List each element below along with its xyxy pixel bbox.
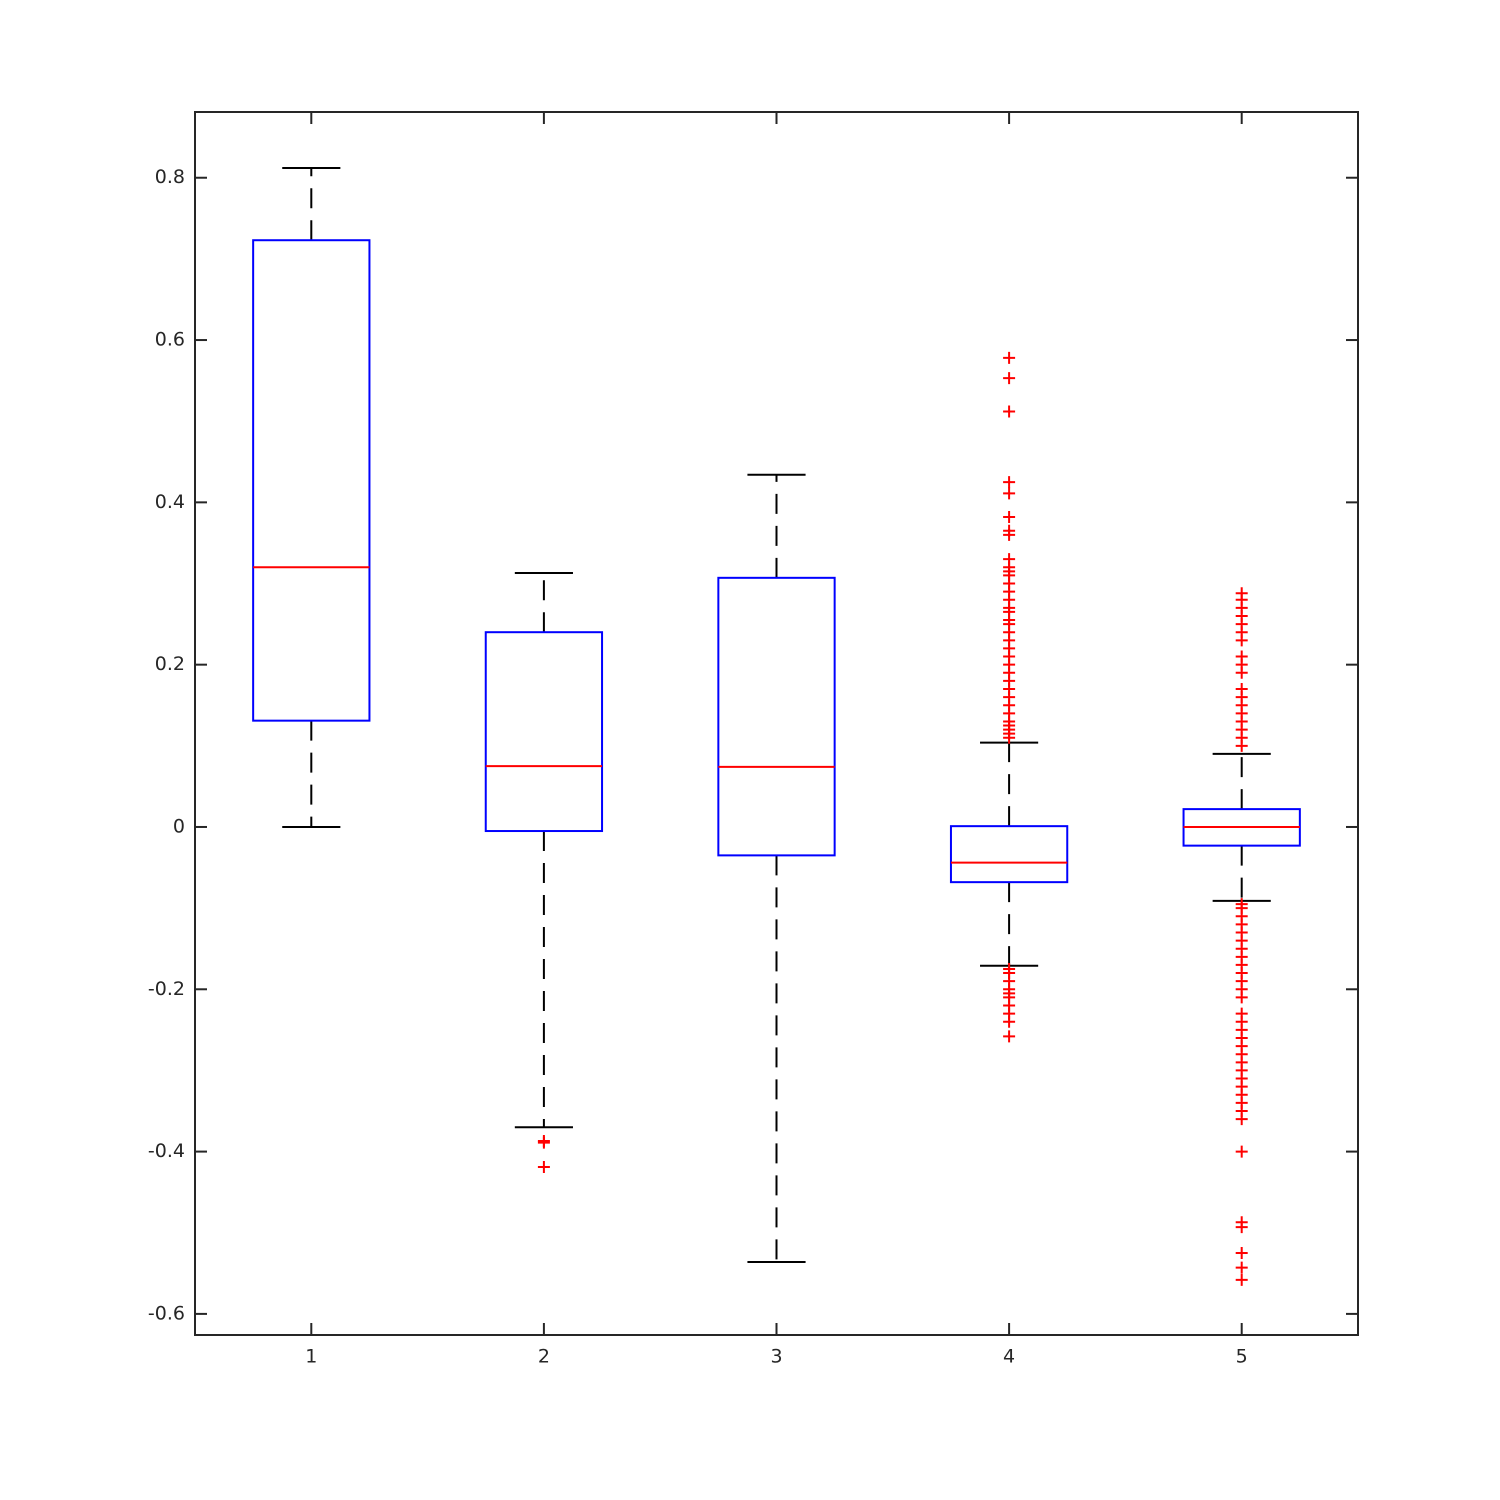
outlier xyxy=(1235,1221,1248,1234)
box xyxy=(252,239,371,722)
outlier xyxy=(1003,1030,1016,1043)
y-tick-label: -0.6 xyxy=(148,1302,185,1324)
outlier xyxy=(1235,991,1248,1004)
y-tick-label: -0.2 xyxy=(148,978,185,1000)
x-tick-label: 1 xyxy=(305,1346,317,1368)
y-tick-label: 0.8 xyxy=(155,166,185,188)
y-tick-label: -0.4 xyxy=(148,1140,185,1162)
outlier xyxy=(537,1161,550,1174)
box xyxy=(949,825,1069,884)
y-tick-label: 0.6 xyxy=(155,329,185,351)
outlier xyxy=(1235,634,1248,647)
outlier xyxy=(1003,476,1016,489)
outlier xyxy=(1003,351,1016,364)
axes-frame xyxy=(194,111,1359,1336)
box xyxy=(484,631,604,833)
y-tick-label: 0.2 xyxy=(155,653,185,675)
outlier xyxy=(1003,487,1016,500)
outlier xyxy=(537,1136,550,1149)
outlier xyxy=(1235,666,1248,679)
outlier xyxy=(1235,1145,1248,1158)
y-tick-label: 0 xyxy=(173,815,185,837)
outlier xyxy=(1235,1273,1248,1286)
box xyxy=(717,576,836,857)
y-tick-label: 0.4 xyxy=(155,491,185,513)
outlier xyxy=(1003,510,1016,523)
outlier xyxy=(1003,731,1016,744)
x-tick-label: 5 xyxy=(1236,1346,1248,1368)
x-tick-label: 2 xyxy=(538,1346,550,1368)
outlier xyxy=(1003,1015,1016,1028)
outlier xyxy=(1235,1247,1248,1260)
x-tick-label: 3 xyxy=(770,1346,782,1368)
outlier xyxy=(1003,405,1016,418)
outlier xyxy=(1235,1113,1248,1126)
x-tick-label: 4 xyxy=(1003,1346,1015,1368)
outlier xyxy=(1235,739,1248,752)
outlier xyxy=(1235,1261,1248,1274)
outlier xyxy=(1003,528,1016,541)
outlier xyxy=(1003,372,1016,385)
